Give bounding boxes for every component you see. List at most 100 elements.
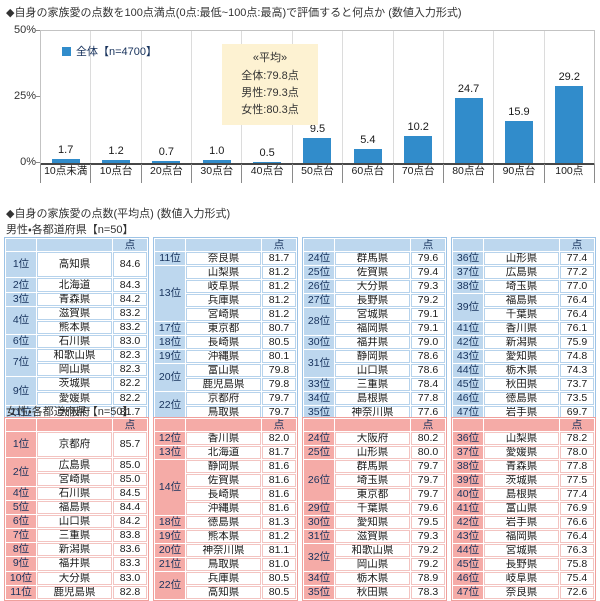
bar [253,161,282,163]
y-tick-mark [36,96,40,97]
score-cell: 76.1 [560,322,594,335]
bar-slot: 5.4 [343,31,394,163]
prefecture-cell: 北海道 [37,278,112,292]
score-cell: 76.4 [560,530,594,543]
rank-cell: 1位 [6,252,36,278]
table-row: 山口県 78.6 [304,364,445,377]
female-rank-table-col1: 点 1位 京都府 85.7 2位 広島県 85.0 宮崎県 85.0 4位 石川県 84.5 5位 福島県… [4,417,149,601]
score-cell: 81.0 [262,558,296,571]
rank-cell: 24位 [304,252,334,265]
x-axis-labels: 10点未満 10点台 20点台 30点台 40点台 50点台 60点台 70点台 80点台 90点… [40,164,595,183]
y-axis-label-50: 50% [13,24,36,36]
score-cell: 81.6 [262,488,296,501]
bar-chart: 50% 25% 0% 1.7 1.2 0.7 1.0 0.5 9.5 5.4 10.2 24.7… [0,0,600,200]
prefecture-cell: 鳥取県 [186,558,261,571]
table-row: 11位 大阪府 81.7 [6,405,147,419]
rank-cell: 44位 [453,544,483,557]
y-axis-label-25: 25% [13,90,36,102]
score-cell: 76.6 [560,516,594,529]
table-row: 41位 富山県 76.9 [453,502,594,515]
table-row: 1位 京都府 85.7 [6,432,147,458]
score-cell: 80.5 [262,336,296,349]
prefecture-cell: 山形県 [335,446,410,459]
rank-cell: 22位 [155,392,185,419]
prefecture-cell: 長野県 [484,558,559,571]
rank-cell: 35位 [304,586,334,599]
score-cell: 77.5 [560,474,594,487]
prefecture-cell: 香川県 [186,432,261,445]
rank-cell: 45位 [453,558,483,571]
table-row: 39位 茨城県 77.5 [453,474,594,487]
table-row: 34位 島根県 77.8 [304,392,445,405]
score-cell: 78.2 [560,432,594,445]
x-axis-label: 60点台 [343,164,394,183]
score-cell: 79.7 [411,474,445,487]
rank-cell: 6位 [6,335,36,349]
score-cell: 82.3 [113,349,147,363]
score-cell: 78.3 [411,586,445,599]
prefecture-cell: 奈良県 [484,586,559,599]
bar-slot: 15.9 [494,31,545,163]
score-cell: 81.2 [262,266,296,279]
table-row: 36位 山梨県 78.2 [453,432,594,445]
score-cell: 75.4 [560,572,594,585]
prefecture-cell: 青森県 [484,460,559,473]
prefecture-cell: 福島県 [484,294,559,307]
score-cell: 84.2 [113,292,147,306]
average-line-female: 女性:80.3点 [241,104,299,116]
rank-cell: 10位 [6,571,36,585]
table-row: 22位 京都府 79.7 [155,392,296,419]
score-cell: 77.0 [560,280,594,293]
bar [353,148,382,163]
prefecture-cell: 愛媛県 [37,391,112,405]
prefecture-cell: 京都府 [186,392,261,405]
table-row: 4位 滋賀県 83.2 [6,306,147,334]
blank-header [37,239,112,252]
table-row: 宮崎県 85.0 [6,472,147,486]
blank-header [304,419,334,431]
bar [152,161,181,163]
rank-cell: 36位 [453,252,483,265]
prefecture-cell: 高知県 [37,252,112,278]
prefecture-cell: 静岡県 [335,350,410,363]
rank-cell: 34位 [304,572,334,585]
prefecture-cell: 宮城県 [335,308,410,321]
table-row: 東京都 79.7 [304,488,445,501]
rank-cell: 42位 [453,516,483,529]
prefecture-cell: 富山県 [484,502,559,515]
prefecture-cell: 岐阜県 [186,280,261,293]
points-header: 点 [560,239,594,251]
prefecture-cell: 埼玉県 [484,280,559,293]
prefecture-cell: 北海道 [186,446,261,459]
prefecture-cell: 愛知県 [335,516,410,529]
rank-cell: 20位 [155,544,185,557]
prefecture-cell: 島根県 [335,392,410,405]
bar-value-label: 1.0 [209,145,225,158]
male-rank-table-col1: 点 1位 高知県 84.6 2位 北海道 84.3 3位 青森県 84.2 4位 滋賀県 83.2 熊本県… [4,237,149,421]
rank-cell: 1位 [6,432,36,458]
prefecture-cell: 大分県 [37,571,112,585]
score-cell: 80.2 [411,432,445,445]
rank-cell: 32位 [304,544,334,571]
score-cell: 84.6 [113,252,147,278]
table-row: 31位 静岡県 78.6 [304,350,445,377]
average-line-total: 全体:79.8点 [241,70,299,82]
prefecture-cell: 和歌山県 [335,544,410,557]
rank-cell: 9位 [6,377,36,405]
table-row: 6位 山口県 84.2 [6,515,147,529]
table-row: 熊本県 83.2 [6,320,147,334]
score-cell: 83.3 [113,557,147,571]
prefecture-cell: 静岡県 [186,460,261,473]
blank-header [186,419,261,431]
x-axis-label: 70点台 [394,164,444,183]
prefecture-cell: 群馬県 [335,252,410,265]
score-cell: 72.6 [560,586,594,599]
score-cell: 77.8 [560,460,594,473]
prefecture-cell: 秋田県 [335,586,410,599]
rank-cell: 44位 [453,364,483,377]
prefecture-cell: 京都府 [37,432,112,458]
table-row: 47位 奈良県 72.6 [453,586,594,599]
table-row: 44位 栃木県 74.3 [453,364,594,377]
female-rank-table-col2: 点 12位 香川県 82.0 13位 北海道 81.7 14位 静岡県 81.6 佐賀県 81.6 長崎… [153,417,298,601]
rank-cell: 8位 [6,543,36,557]
